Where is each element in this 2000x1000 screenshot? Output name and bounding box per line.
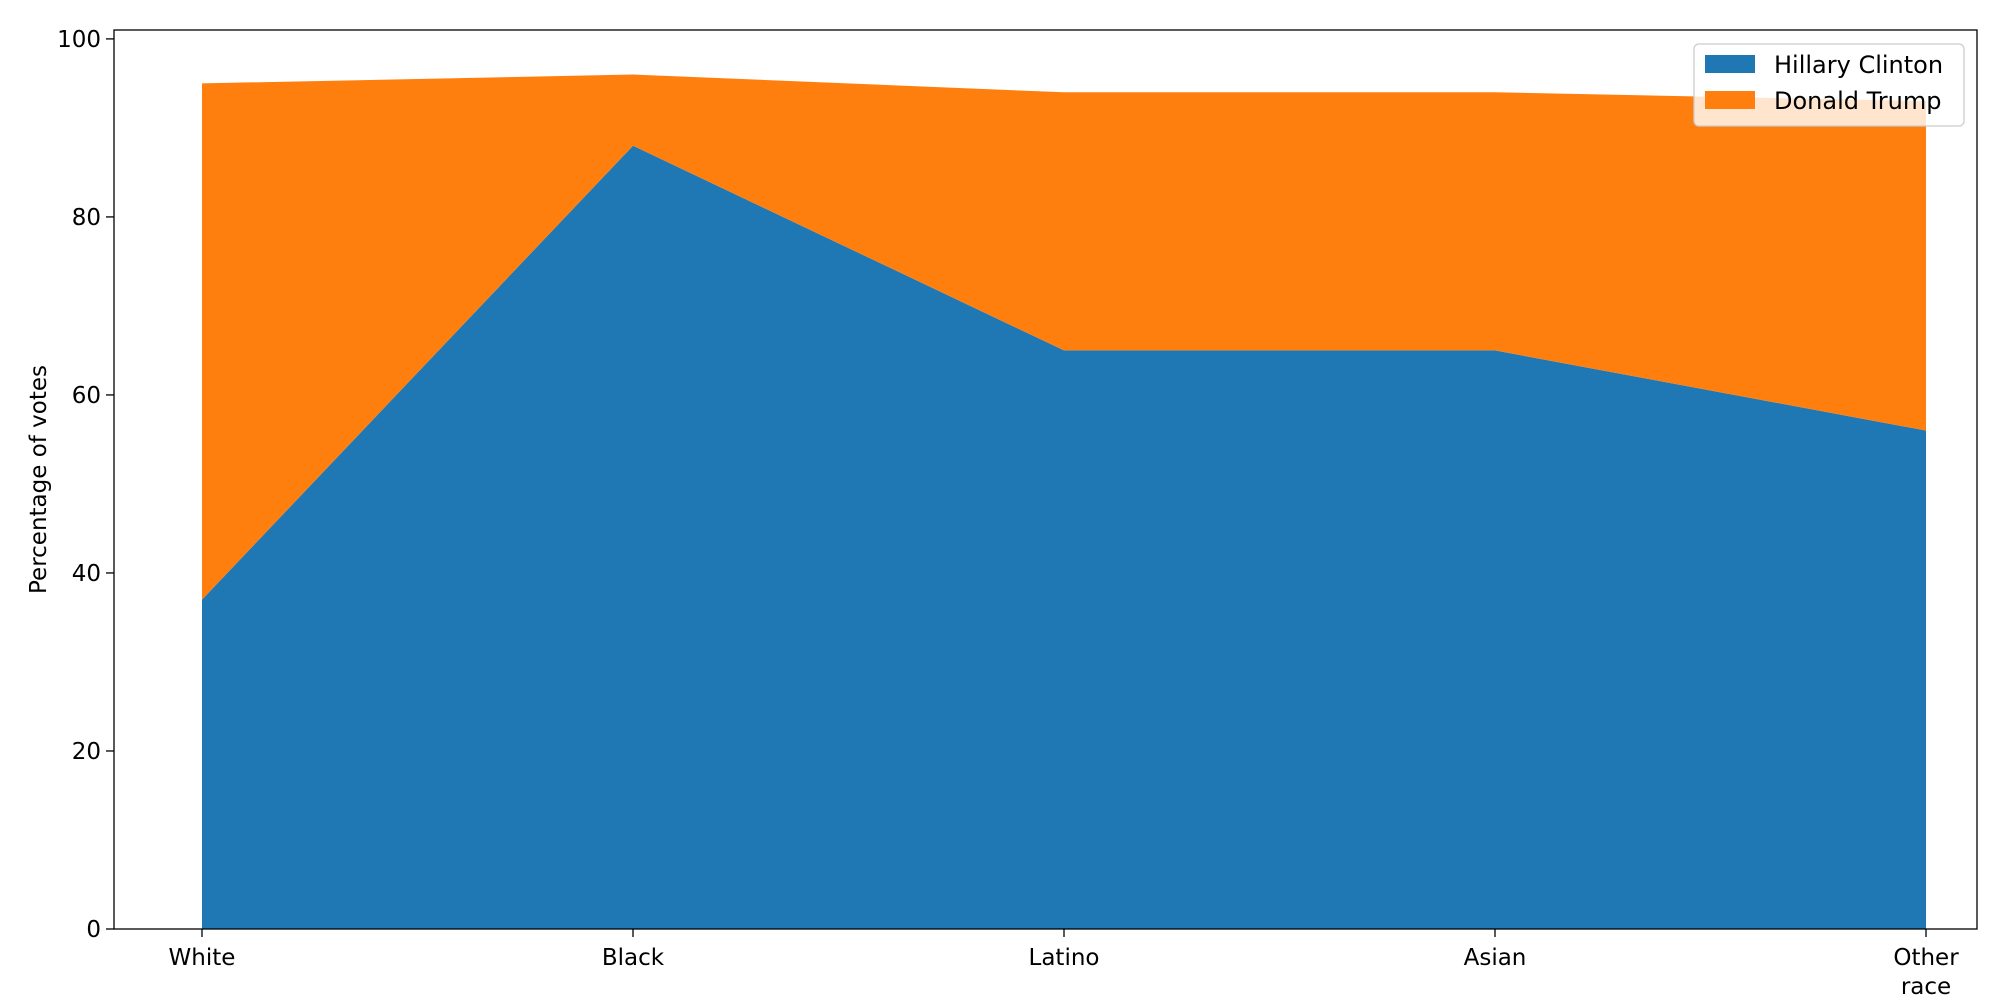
legend-box <box>1693 43 1965 127</box>
legend: Hillary Clinton Donald Trump <box>1693 43 1965 127</box>
legend-swatch <box>1705 55 1755 73</box>
legend-label: Hillary Clinton <box>1774 51 1943 79</box>
y-tick-label: 40 <box>72 561 101 587</box>
plot-frame <box>113 29 1978 930</box>
area-series-donald-trump <box>202 74 1926 600</box>
y-tick-label: 100 <box>57 27 101 53</box>
area-series-hillary-clinton <box>202 145 1926 929</box>
x-tick-label: White <box>169 945 236 971</box>
x-axis: White Black Latino Asian Other race <box>169 929 1959 1000</box>
x-tick-label: Other race <box>1893 945 1959 1000</box>
y-tick-label: 60 <box>72 383 101 409</box>
y-tick-label: 20 <box>72 739 101 765</box>
x-tick-label: Asian <box>1464 945 1527 971</box>
x-tick-label: Latino <box>1029 945 1100 971</box>
y-axis-title: Percentage of votes <box>26 365 52 594</box>
areas-layer <box>202 74 1926 929</box>
legend-swatch <box>1705 91 1755 109</box>
y-axis: 0 20 40 60 80 100 <box>57 27 114 943</box>
y-tick-label: 0 <box>86 917 101 943</box>
y-tick-label: 80 <box>72 205 101 231</box>
x-tick-label: Black <box>602 945 665 971</box>
legend-label: Donald Trump <box>1774 87 1941 115</box>
